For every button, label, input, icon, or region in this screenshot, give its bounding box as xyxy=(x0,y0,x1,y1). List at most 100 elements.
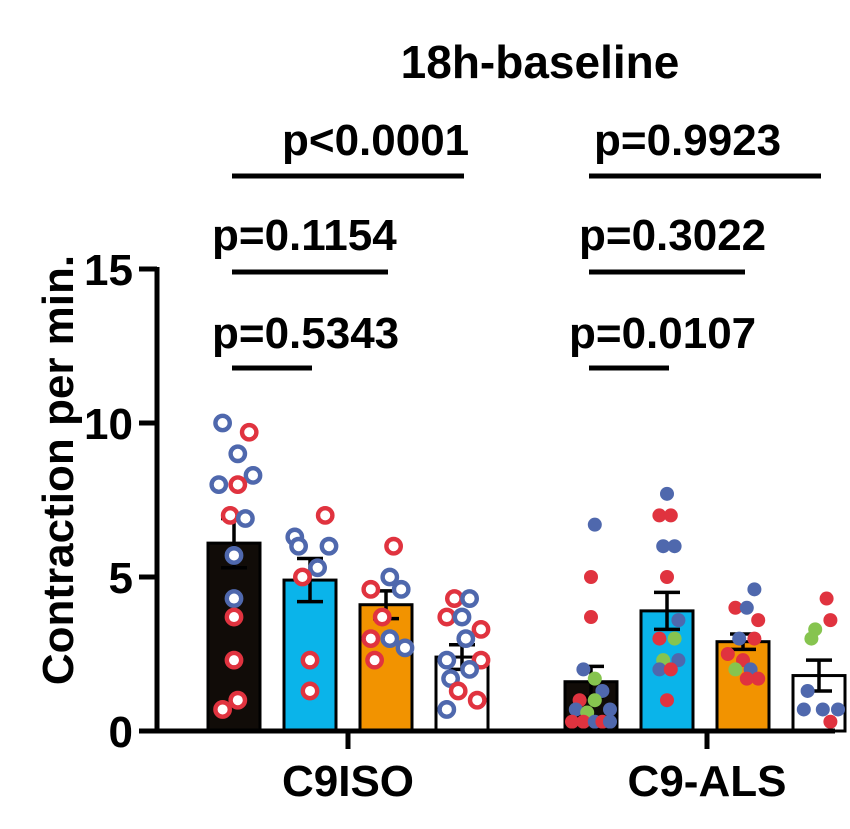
data-point xyxy=(652,508,667,523)
data-point xyxy=(652,631,667,646)
data-point xyxy=(228,444,248,464)
data-point xyxy=(732,631,747,646)
data-point xyxy=(660,693,674,708)
data-point xyxy=(667,631,682,646)
data-point xyxy=(804,631,819,646)
data-point xyxy=(448,681,468,701)
data-point xyxy=(603,702,617,717)
data-point xyxy=(380,567,400,587)
data-point xyxy=(384,536,403,556)
data-point xyxy=(603,714,617,729)
data-point xyxy=(235,509,255,528)
data-point xyxy=(736,653,750,668)
data-point xyxy=(228,475,248,494)
data-point xyxy=(224,607,244,627)
data-point xyxy=(391,579,411,599)
data-point xyxy=(372,607,392,627)
data-point xyxy=(319,536,339,556)
data-point xyxy=(452,607,472,627)
data-point xyxy=(467,690,487,710)
data-point xyxy=(751,613,766,628)
comparisons-layer: p<0.0001 p=0.1154 p=0.5343 p=0.9923 p=0.3022… xyxy=(212,116,821,371)
data-point xyxy=(728,600,743,615)
data-point xyxy=(456,629,476,648)
data-point xyxy=(213,700,233,719)
data-point xyxy=(220,506,240,525)
data-point xyxy=(739,671,754,686)
data-point xyxy=(243,465,263,485)
comparison: p=0.5343 xyxy=(212,309,399,371)
comparison: p=0.3022 xyxy=(579,211,766,275)
y-axis-label: Contraction per min. xyxy=(34,255,83,685)
data-point xyxy=(595,683,610,698)
data-point xyxy=(796,702,811,717)
data-point xyxy=(739,600,754,615)
data-point xyxy=(671,653,686,668)
comparison: p=0.9923 xyxy=(589,116,821,179)
data-point xyxy=(300,650,320,670)
p-value-label: p=0.9923 xyxy=(594,116,781,165)
data-point xyxy=(584,570,598,584)
data-point xyxy=(460,660,479,679)
y-tick-label: 0 xyxy=(109,708,133,757)
data-point xyxy=(471,650,491,670)
data-point xyxy=(395,638,415,658)
data-point xyxy=(720,647,735,661)
data-point xyxy=(823,613,838,628)
data-point xyxy=(656,539,671,554)
comparison: p=0.1154 xyxy=(212,211,397,275)
data-point xyxy=(587,517,602,532)
data-point xyxy=(308,558,327,578)
y-tick-label: 15 xyxy=(84,246,133,295)
data-point xyxy=(587,671,602,686)
data-point xyxy=(663,508,678,523)
data-point xyxy=(576,714,591,729)
data-point xyxy=(728,662,743,677)
data-point xyxy=(747,631,762,646)
data-point xyxy=(209,475,229,494)
data-point xyxy=(365,650,384,670)
data-point xyxy=(660,486,674,501)
data-point xyxy=(437,700,457,719)
y-tick-label: 5 xyxy=(109,554,133,603)
data-point xyxy=(819,591,834,606)
data-point xyxy=(652,662,667,677)
data-point xyxy=(213,413,233,433)
data-point xyxy=(361,629,381,648)
data-point xyxy=(568,702,583,717)
data-point xyxy=(584,610,598,625)
y-tick-label: 10 xyxy=(84,400,133,449)
data-point xyxy=(224,650,244,670)
p-value-label: p=0.0107 xyxy=(569,309,756,358)
data-point xyxy=(228,690,248,710)
data-point xyxy=(751,671,766,686)
data-point xyxy=(361,579,381,599)
data-point xyxy=(660,570,674,584)
x-tick-label: C9-ALS xyxy=(628,757,787,806)
data-point xyxy=(576,662,591,677)
data-point xyxy=(380,629,400,648)
data-point xyxy=(471,619,491,639)
data-point xyxy=(671,613,686,628)
data-point xyxy=(587,693,602,708)
x-tick-label: C9ISO xyxy=(282,757,414,806)
data-point xyxy=(667,539,682,554)
points-layer xyxy=(209,413,845,729)
data-point xyxy=(663,662,678,677)
data-point xyxy=(224,589,244,608)
data-point xyxy=(565,714,579,729)
data-point xyxy=(831,702,845,717)
comparison: p=0.0107 xyxy=(569,309,756,371)
p-value-label: p<0.0001 xyxy=(282,116,469,165)
data-point xyxy=(300,681,320,701)
p-value-label: p=0.3022 xyxy=(579,211,766,260)
error-bar xyxy=(654,590,680,632)
data-point xyxy=(437,650,457,670)
data-point xyxy=(747,582,762,597)
p-value-label: p=0.1154 xyxy=(212,211,397,260)
data-point xyxy=(444,589,464,608)
data-point xyxy=(224,546,244,565)
axes-layer: 0 5 10 15 C9ISO C9-ALS xyxy=(84,246,835,806)
data-point xyxy=(289,536,308,556)
